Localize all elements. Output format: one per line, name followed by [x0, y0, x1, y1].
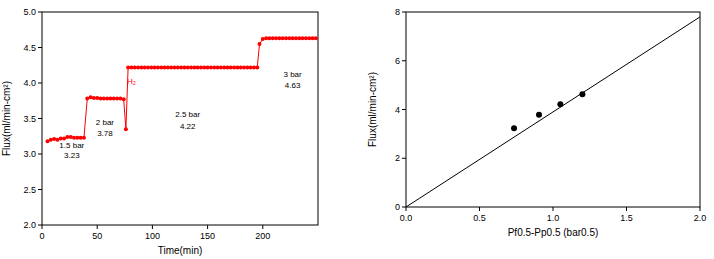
- x-axis-label: Time(min): [158, 245, 203, 256]
- data-group: [406, 17, 700, 207]
- y-tick-label: 5.0: [23, 7, 36, 17]
- y-tick: [402, 60, 406, 61]
- x-tick: [207, 225, 208, 229]
- annotation: 3.23: [64, 151, 80, 160]
- series-marker: [255, 65, 259, 69]
- y-tick: [402, 158, 406, 159]
- y-tick: [38, 47, 42, 48]
- x-tick-label: 0.5: [473, 213, 486, 223]
- x-tick-label: 150: [200, 231, 215, 241]
- y-tick-label: 4.5: [23, 43, 36, 53]
- x-tick-label: 1.5: [620, 213, 633, 223]
- annotation: 1.5 bar: [59, 141, 84, 150]
- y-tick: [38, 12, 42, 13]
- y-tick-label: 6: [395, 56, 400, 66]
- data-group: [46, 36, 318, 143]
- x-tick: [626, 207, 627, 211]
- y-axis-label: Flux(ml/min-cm²): [1, 81, 12, 156]
- y-tick: [402, 12, 406, 13]
- y-tick: [38, 118, 42, 119]
- chart: 0.0 0.5 1.0 1.5 2.0 0 2 4 6 8 Pf0.5-Pp0.5 (bar0.5)…: [367, 7, 706, 238]
- y-axis-label: Flux(ml/min-cm²): [367, 72, 378, 147]
- series-marker: [95, 96, 99, 100]
- y-tick: [402, 109, 406, 110]
- series-marker: [69, 135, 73, 139]
- y-tick: [402, 207, 406, 208]
- series-marker: [118, 97, 122, 101]
- chart: 0 50 100 150 200 2.0 2.5 3.0 3.5 4.0 4.5 5.0 Time(mi…: [1, 7, 318, 256]
- series-marker: [314, 36, 318, 40]
- plot-frame: [406, 12, 700, 207]
- annotation: 3.78: [97, 129, 113, 138]
- x-tick-label: 50: [92, 231, 102, 241]
- y-tick: [38, 189, 42, 190]
- y-tick-label: 4.0: [23, 78, 36, 88]
- y-tick: [38, 83, 42, 84]
- series-marker: [536, 112, 542, 118]
- series-marker: [511, 125, 517, 131]
- annotation: 4.63: [285, 81, 301, 90]
- x-tick-label: 2.0: [694, 213, 707, 223]
- y-tick-label: 2.0: [23, 220, 36, 230]
- series-marker: [261, 37, 265, 41]
- annotation: 3 bar: [283, 70, 302, 79]
- annotation: 2 bar: [96, 118, 115, 127]
- annotation: 4.22: [180, 122, 196, 131]
- y-tick-label: 2: [395, 153, 400, 163]
- series-line: [48, 38, 316, 141]
- y-tick-label: 4: [395, 105, 400, 115]
- y-tick-label: 2.5: [23, 185, 36, 195]
- series-marker: [82, 136, 86, 140]
- y-tick-label: 3.5: [23, 114, 36, 124]
- x-tick-label: 0.0: [400, 213, 413, 223]
- x-tick: [406, 207, 407, 211]
- y-tick: [38, 225, 42, 226]
- x-tick: [42, 225, 43, 229]
- series-marker: [89, 95, 93, 99]
- x-tick: [152, 225, 153, 229]
- series-marker: [257, 42, 261, 46]
- x-axis-label: Pf0.5-Pp0.5 (bar0.5): [508, 227, 599, 238]
- x-tick-label: 100: [145, 231, 160, 241]
- series-marker: [124, 127, 128, 131]
- y-tick-label: 0: [395, 202, 400, 212]
- x-tick-label: 0: [39, 231, 44, 241]
- x-tick: [553, 207, 554, 211]
- annotation: H₂: [127, 77, 136, 86]
- x-tick: [97, 225, 98, 229]
- series-marker: [52, 137, 56, 141]
- x-tick-label: 200: [255, 231, 270, 241]
- page: {"chart_data": [ {"type": "line", "xlabe…: [0, 0, 714, 259]
- x-tick: [262, 225, 263, 229]
- x-tick: [700, 207, 701, 211]
- y-tick: [38, 154, 42, 155]
- x-tick: [479, 207, 480, 211]
- y-tick-label: 3.0: [23, 149, 36, 159]
- x-tick-label: 1.0: [547, 213, 560, 223]
- plot-frame: [42, 12, 318, 225]
- series-marker: [122, 97, 126, 101]
- series-marker: [49, 138, 53, 142]
- figure: 0 50 100 150 200 2.0 2.5 3.0 3.5 4.0 4.5 5.0 Time(mi…: [0, 0, 714, 259]
- series-line: [406, 17, 700, 207]
- annotation: 2.5 bar: [175, 110, 200, 119]
- y-tick-label: 8: [395, 7, 400, 17]
